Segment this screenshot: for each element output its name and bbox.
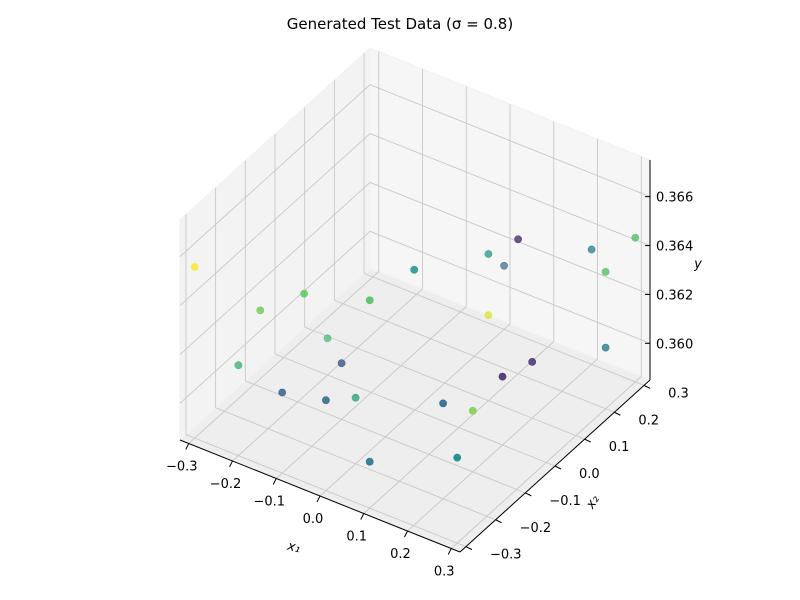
data-point bbox=[234, 361, 243, 370]
y-tick-label: −0.3 bbox=[490, 548, 522, 563]
data-point bbox=[323, 334, 332, 343]
y-tick-label: −0.2 bbox=[520, 521, 552, 536]
y-tick-mark bbox=[614, 411, 621, 416]
z-tick-label: 0.362 bbox=[656, 288, 693, 303]
data-point bbox=[631, 233, 640, 242]
data-point bbox=[528, 357, 537, 366]
x-tick-mark bbox=[272, 478, 277, 485]
x-tick-mark bbox=[229, 460, 233, 468]
x-axis-label: x₁ bbox=[285, 539, 302, 557]
data-point bbox=[484, 311, 493, 319]
x-tick-label: −0.2 bbox=[210, 477, 242, 492]
grid-line-z-back bbox=[369, 84, 651, 198]
data-point bbox=[601, 343, 610, 352]
grid-line-z-left bbox=[179, 133, 371, 306]
grid-line-z-back bbox=[369, 230, 651, 344]
z-axis-label: y bbox=[693, 257, 702, 272]
grid-line-z-back bbox=[369, 133, 651, 246]
y-tick-label: 0.2 bbox=[638, 413, 659, 428]
y-tick-label: 0.0 bbox=[579, 467, 600, 482]
grid-line-x-floor bbox=[363, 341, 555, 514]
tick-labels: −0.3 −0.2 −0.1 0.0 0.1 0.2 0.3 −0.3 −0.2 −0.1 0.0 0… bbox=[166, 191, 693, 580]
data-point bbox=[365, 457, 374, 466]
y-tick-mark bbox=[643, 384, 651, 389]
z-tick-label: 0.360 bbox=[656, 337, 693, 352]
data-point bbox=[300, 289, 308, 298]
grid-line-y-floor bbox=[334, 299, 615, 413]
data-point bbox=[190, 263, 199, 271]
z-tick-label: 0.366 bbox=[656, 191, 693, 206]
y-axis-label: x₂ bbox=[583, 493, 603, 513]
data-point bbox=[587, 245, 596, 254]
x-tick-mark bbox=[404, 530, 408, 538]
x-tick-label: 0.2 bbox=[390, 547, 411, 562]
data-point bbox=[410, 265, 419, 274]
axis-lines bbox=[179, 160, 651, 555]
x-tick-mark bbox=[316, 495, 321, 503]
y-tick-mark bbox=[495, 519, 502, 524]
y-tick-label: −0.1 bbox=[549, 494, 581, 509]
grid-line-x-floor bbox=[450, 376, 642, 549]
data-point bbox=[514, 235, 522, 244]
y-tick-mark bbox=[554, 465, 562, 470]
data-points bbox=[190, 233, 640, 466]
grid-line-y-floor bbox=[363, 272, 645, 386]
data-point bbox=[256, 306, 265, 315]
data-point bbox=[351, 393, 360, 402]
data-point bbox=[601, 267, 610, 276]
y-tick-label: 0.1 bbox=[609, 440, 630, 455]
y-tick-mark bbox=[584, 438, 591, 443]
grid-line-z-left bbox=[179, 84, 371, 258]
data-point bbox=[484, 250, 493, 258]
y-tick-mark bbox=[465, 546, 473, 551]
data-point bbox=[337, 359, 346, 368]
x-tick-label: −0.3 bbox=[166, 460, 198, 475]
z-tick-label: 0.364 bbox=[656, 240, 693, 255]
chart-title: Generated Test Data (σ = 0.8) bbox=[287, 15, 513, 33]
data-point bbox=[498, 372, 507, 381]
grid-lines bbox=[179, 51, 651, 549]
x-tick-mark bbox=[447, 548, 452, 555]
data-point bbox=[365, 296, 374, 305]
grid-line-y-floor bbox=[304, 326, 585, 440]
grid-line-x-floor bbox=[407, 358, 598, 532]
grid-line-y-floor bbox=[274, 353, 556, 467]
y-tick-label: 0.3 bbox=[668, 386, 689, 401]
data-point bbox=[468, 406, 477, 415]
x-tick-label: 0.1 bbox=[346, 530, 367, 545]
x-tick-label: −0.1 bbox=[253, 495, 285, 510]
data-point bbox=[321, 396, 330, 405]
x-tick-label: 0.3 bbox=[434, 565, 455, 580]
data-point bbox=[453, 453, 462, 462]
y-tick-mark bbox=[525, 492, 532, 497]
grid-line-z-left bbox=[179, 230, 371, 404]
data-point bbox=[278, 388, 287, 397]
data-point bbox=[500, 261, 508, 270]
grid-line-z-back bbox=[369, 182, 651, 295]
data-point bbox=[439, 399, 447, 408]
x-tick-label: 0.0 bbox=[303, 512, 324, 527]
x-tick-mark bbox=[360, 513, 365, 520]
grid-line-z-left bbox=[179, 182, 371, 355]
x-tick-mark bbox=[185, 443, 190, 450]
